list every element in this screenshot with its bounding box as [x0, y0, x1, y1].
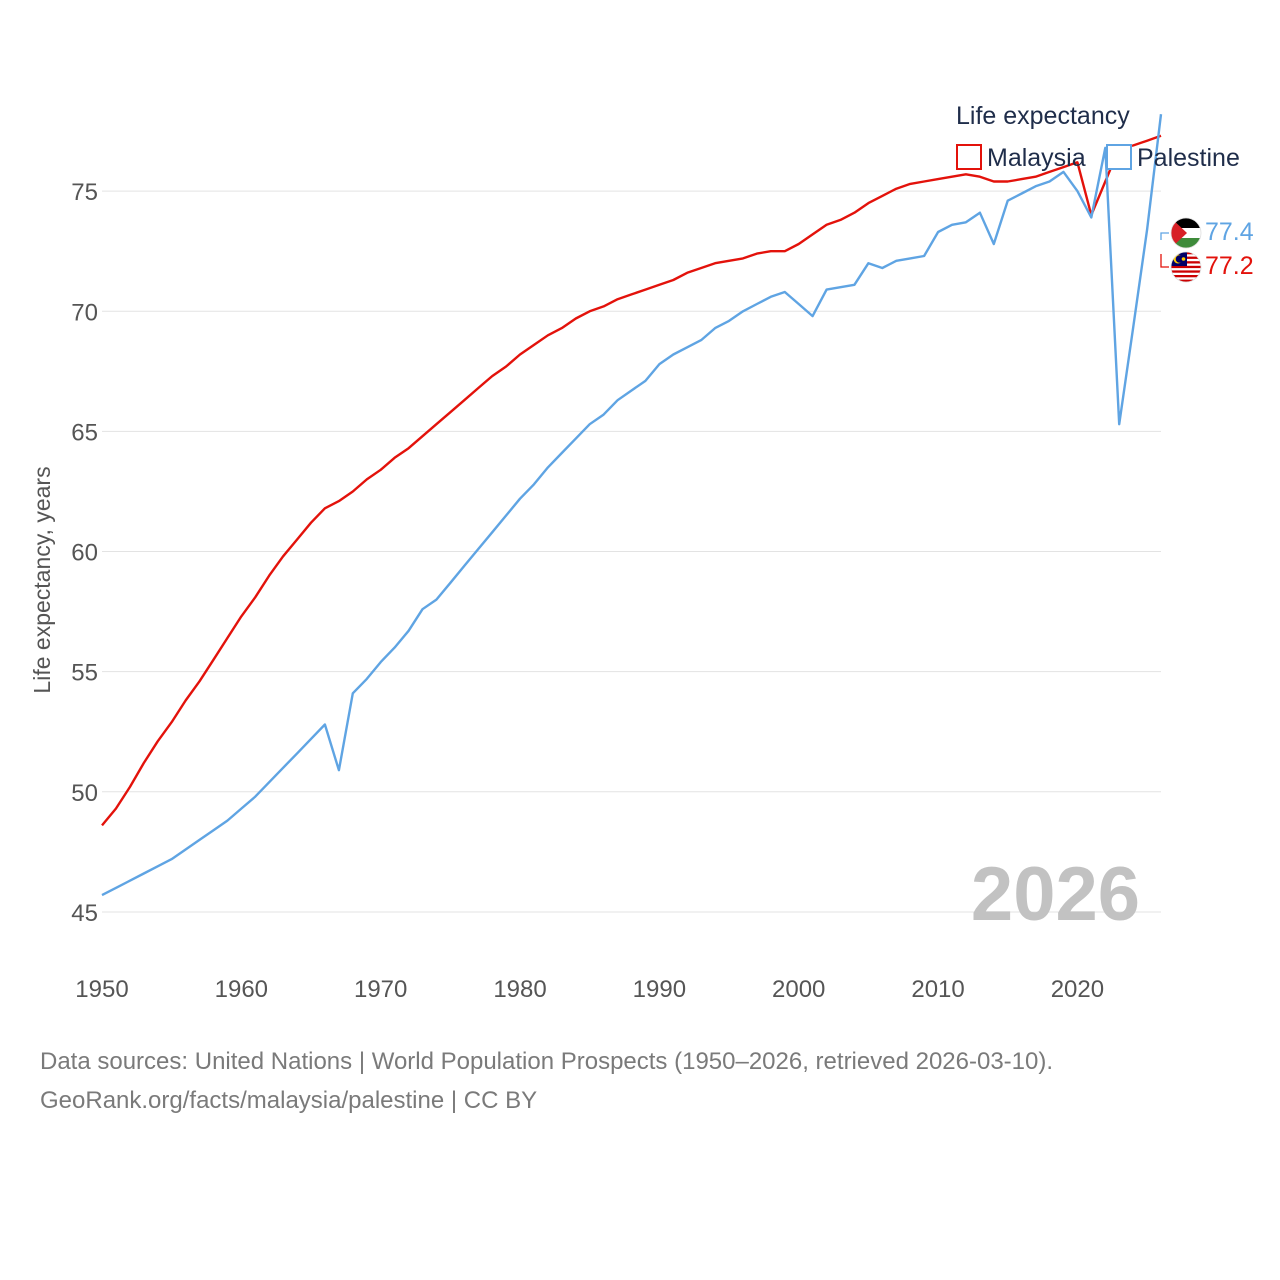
palestine-flag-icon — [1171, 218, 1201, 248]
y-tick-label: 65 — [71, 419, 98, 446]
x-tick-label: 1980 — [493, 976, 546, 1003]
series-line-malaysia — [101, 134, 1162, 827]
x-tick-label: 2000 — [772, 976, 825, 1003]
palestine-flag-ring — [1170, 217, 1202, 249]
palestine-connector — [1160, 232, 1169, 240]
data-source-text: Data sources: United Nations | World Pop… — [40, 1048, 1054, 1075]
y-tick-label: 60 — [71, 540, 98, 567]
x-tick-label: 1970 — [354, 976, 407, 1003]
malaysia-flag-icon — [1171, 252, 1201, 282]
end-connectors — [1160, 232, 1169, 268]
x-tick-label: 2010 — [911, 976, 964, 1003]
gridlines — [102, 190, 1161, 913]
x-tick-label: 2020 — [1051, 976, 1104, 1003]
year-watermark: 2026 — [971, 852, 1140, 937]
x-tick-label: 1950 — [75, 976, 128, 1003]
palestine-end-value: 77.4 — [1205, 218, 1254, 246]
legend-title: Life expectancy — [956, 102, 1130, 130]
malaysia-connector — [1160, 254, 1169, 268]
footer: Data sources: United Nations | World Pop… — [40, 1042, 1053, 1120]
legend-swatch-malaysia — [956, 144, 982, 170]
legend-item-palestine[interactable]: Palestine — [1106, 144, 1240, 172]
legend-item-malaysia[interactable]: Malaysia — [956, 144, 1086, 172]
y-axis-ticks: 45 50 55 60 65 70 75 — [71, 179, 98, 927]
legend-swatch-palestine — [1106, 144, 1132, 170]
line-chart: 45 50 55 60 65 70 75 1950 1960 1970 1980 1990 2000 2… — [29, 102, 1254, 1003]
y-tick-label: 50 — [71, 780, 98, 807]
x-tick-label: 1960 — [215, 976, 268, 1003]
series-line-palestine — [101, 114, 1163, 897]
y-tick-label: 55 — [71, 660, 98, 687]
malaysia-end-value: 77.2 — [1205, 252, 1254, 280]
legend-label-malaysia: Malaysia — [987, 144, 1086, 172]
x-axis-ticks: 1950 1960 1970 1980 1990 2000 2010 2020 — [75, 976, 1104, 1003]
y-tick-label: 45 — [71, 900, 98, 927]
y-axis-title: Life expectancy, years — [29, 466, 55, 693]
source-url-text[interactable]: GeoRank.org/facts/malaysia/palestine | C… — [40, 1087, 538, 1114]
series-lines — [101, 114, 1163, 897]
y-tick-label: 70 — [71, 299, 98, 326]
legend: Life expectancy Malaysia Palestine — [956, 102, 1240, 172]
y-tick-label: 75 — [71, 179, 98, 206]
malaysia-flag-ring — [1170, 251, 1202, 283]
legend-label-palestine: Palestine — [1137, 144, 1240, 172]
x-tick-label: 1990 — [633, 976, 686, 1003]
